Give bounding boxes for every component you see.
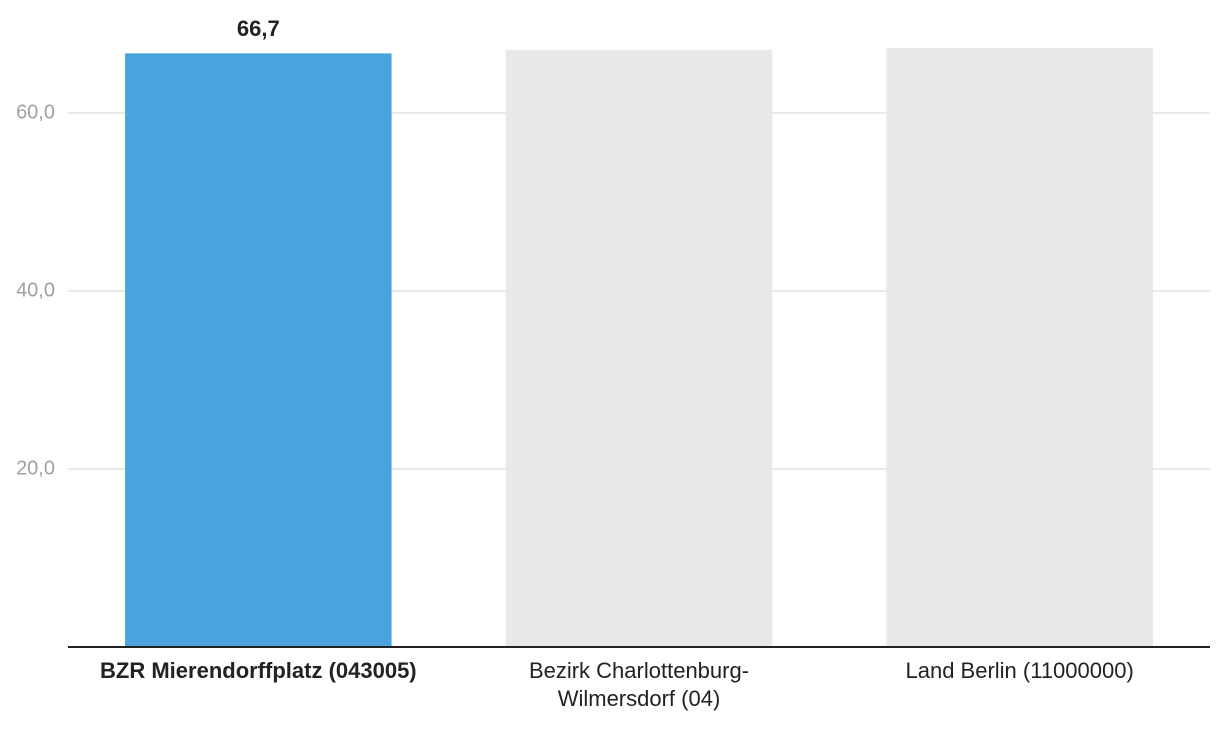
bar <box>125 53 392 648</box>
x-tick-label: Land Berlin (11000000) <box>905 658 1134 683</box>
y-tick-label: 60,0 <box>16 101 55 123</box>
y-tick-label: 20,0 <box>16 457 55 479</box>
x-tick-label: Bezirk Charlottenburg-Wilmersdorf (04) <box>528 658 750 711</box>
value-label: 66,7 <box>237 16 280 41</box>
x-tick-label: BZR Mierendorffplatz (043005) <box>100 658 417 683</box>
y-tick-label: 40,0 <box>16 279 55 301</box>
bar <box>505 49 773 648</box>
bar <box>886 48 1153 647</box>
